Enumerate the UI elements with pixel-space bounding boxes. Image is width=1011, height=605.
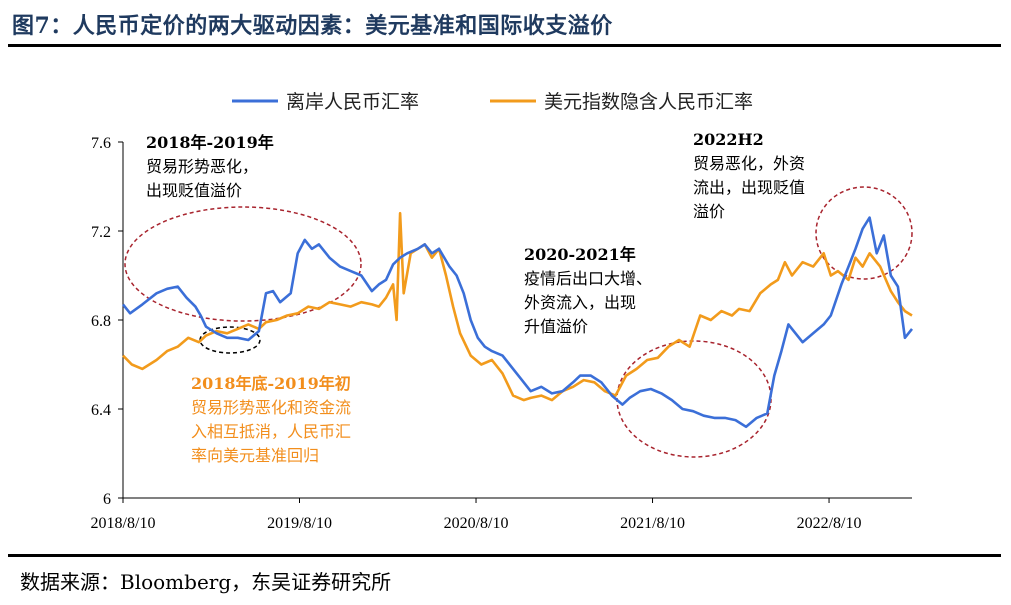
source-note: 数据来源：Bloomberg，东吴证券研究所 xyxy=(20,570,392,594)
annotation-title: 2020-2021年 xyxy=(524,245,636,264)
series-line-0 xyxy=(121,216,914,429)
annotation-line: 出现贬值溢价 xyxy=(146,181,242,200)
annotation-line: 疫情后出口大增、 xyxy=(524,269,652,288)
y-tick-label: 6.4 xyxy=(91,402,111,419)
annotation-line: 率向美元基准回归 xyxy=(191,446,319,465)
y-tick-label: 6 xyxy=(103,491,111,508)
annotation-line: 贸易形势恶化， xyxy=(146,157,258,176)
legend-label: 离岸人民币汇率 xyxy=(286,91,419,113)
annotation-line: 外资流入，出现 xyxy=(524,293,636,312)
y-tick-label: 6.8 xyxy=(91,313,111,330)
y-tick-label: 7.6 xyxy=(91,135,111,152)
annotation-title: 2018年底-2019年初 xyxy=(191,374,351,393)
bottom-rule xyxy=(8,554,1001,557)
legend: 离岸人民币汇率 美元指数隐含人民币汇率 xyxy=(232,91,753,113)
top-rule xyxy=(8,44,1001,47)
annotation-line: 流出，出现贬值 xyxy=(693,178,805,197)
x-tick-label: 2022/8/10 xyxy=(797,515,862,532)
ellipse-2018-2019 xyxy=(124,206,362,322)
x-tick-label: 2020/8/10 xyxy=(444,515,509,532)
ellipse-2020-2021 xyxy=(616,340,772,458)
axes: 6 6.4 6.8 7.2 7.6 2018/8/10 2019/8/10 2020/8/10… xyxy=(91,135,912,532)
ellipse-2022h2 xyxy=(815,186,913,280)
annotation-line: 贸易恶化，外资 xyxy=(693,154,805,173)
annotation-line: 入相互抵消，人民币汇 xyxy=(191,422,351,441)
x-tick-label: 2019/8/10 xyxy=(267,515,332,532)
series-line-1 xyxy=(122,211,913,402)
figure-title: 图7：人民币定价的两大驱动因素：美元基准和国际收支溢价 xyxy=(12,13,613,39)
legend-label: 美元指数隐含人民币汇率 xyxy=(544,91,753,113)
y-tick-label: 7.2 xyxy=(91,224,111,241)
annotation-line: 贸易形势恶化和资金流 xyxy=(191,398,351,417)
annotation-line: 溢价 xyxy=(693,202,725,221)
annotation-line: 升值溢价 xyxy=(524,317,588,336)
series-lines xyxy=(121,211,914,429)
x-tick-label: 2021/8/10 xyxy=(620,515,685,532)
annotation-title: 2018年-2019年 xyxy=(146,133,274,152)
annotation-title: 2022H2 xyxy=(693,130,764,149)
x-tick-label: 2018/8/10 xyxy=(91,515,156,532)
